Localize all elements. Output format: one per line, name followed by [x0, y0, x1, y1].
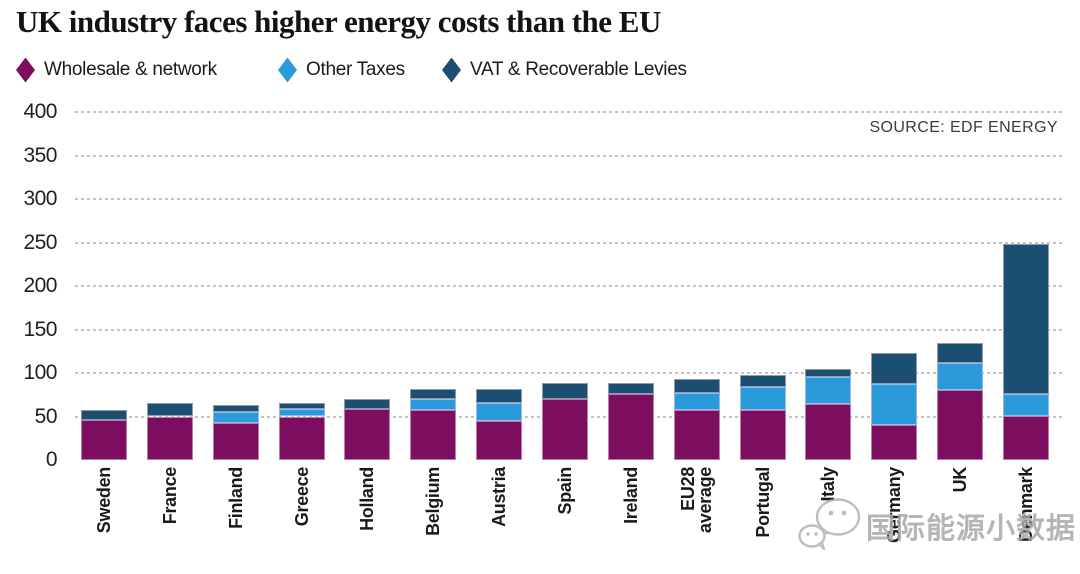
gridline-350 — [75, 154, 1062, 157]
bar-segment — [542, 399, 588, 460]
x-axis-label-greece: Greece — [291, 467, 312, 527]
bar-segment — [937, 389, 983, 460]
gridline-400 — [75, 111, 1062, 113]
y-axis-tick-250: 250 — [23, 230, 57, 254]
legend: Wholesale & network Other Taxes VAT & Re… — [0, 56, 1080, 84]
x-axis-label-portugal: Portugal — [752, 467, 773, 538]
bar-segment — [213, 422, 259, 460]
y-axis-tick-0: 0 — [45, 448, 58, 471]
gridline-200 — [75, 285, 1062, 287]
y-axis-tick-350: 350 — [23, 143, 57, 167]
watermark: 国际能源小数据 — [798, 496, 1076, 555]
source-credit: SOURCE: EDF ENERGY — [869, 119, 1058, 136]
bar-segment — [805, 404, 851, 460]
bar-segment — [279, 408, 325, 417]
gridline-150 — [75, 328, 1062, 331]
legend-label: Wholesale & network — [44, 59, 217, 80]
x-axis-label-spain: Spain — [554, 467, 575, 515]
x-axis-label-belgium: Belgium — [422, 467, 443, 536]
bar-segment — [937, 342, 983, 363]
bar-segment — [674, 409, 720, 460]
bar-segment — [608, 383, 654, 394]
x-axis-label-finland: Finland — [225, 467, 246, 529]
bar-segment — [542, 383, 588, 400]
bar-segment — [740, 374, 786, 387]
x-axis-label-austria: Austria — [488, 467, 509, 527]
y-axis-tick-150: 150 — [23, 317, 57, 341]
bar-segment — [1003, 415, 1049, 460]
diamond-icon — [278, 57, 297, 83]
bar-segment — [410, 409, 456, 460]
x-axis-label-uk: UK — [949, 467, 970, 493]
x-axis-label-holland: Holland — [356, 467, 377, 531]
legend-label: VAT & Recoverable Levies — [470, 59, 687, 80]
bar-segment — [476, 420, 522, 460]
bar-segment — [937, 362, 983, 390]
y-axis-tick-50: 50 — [34, 404, 58, 428]
legend-item-wholesale-network: Wholesale & network — [16, 56, 217, 84]
bar-segment — [805, 377, 851, 405]
x-axis-label-france: France — [159, 467, 180, 525]
bar-segment — [740, 386, 786, 410]
bar-segment — [279, 416, 325, 460]
gridline-250 — [75, 241, 1062, 244]
bar-segment — [805, 368, 851, 378]
x-axis-label-ireland: Ireland — [620, 467, 641, 524]
bar-segment — [871, 384, 917, 426]
bar-segment — [476, 388, 522, 403]
bar-segment — [740, 409, 786, 460]
y-axis-tick-300: 300 — [23, 187, 57, 210]
bar-segment — [147, 416, 193, 460]
bar-segment — [1003, 244, 1049, 394]
bar-segment — [344, 399, 390, 409]
x-axis-label-eu28-average: EU28 average — [678, 467, 715, 533]
bar-segment — [81, 419, 127, 460]
gridline-300 — [75, 198, 1062, 200]
diamond-icon — [16, 57, 35, 83]
bar-segment — [279, 403, 325, 409]
bar-segment — [1003, 393, 1049, 416]
bar-segment — [674, 379, 720, 393]
bar-segment — [871, 425, 917, 460]
bar-segment — [410, 399, 456, 410]
bar-segment — [213, 405, 259, 413]
legend-item-vat-levies: VAT & Recoverable Levies — [442, 56, 687, 84]
diamond-icon — [442, 57, 461, 83]
bar-segment — [344, 408, 390, 460]
y-axis-tick-200: 200 — [23, 274, 57, 297]
chart-title: UK industry faces higher energy costs th… — [16, 4, 661, 39]
bar-segment — [608, 393, 654, 460]
wechat-bubbles-icon — [798, 496, 862, 555]
bar-segment — [674, 393, 720, 410]
x-axis-label-sweden: Sweden — [93, 467, 114, 534]
bar-segment — [410, 388, 456, 400]
y-axis-tick-100: 100 — [23, 361, 57, 384]
y-axis-tick-400: 400 — [23, 100, 57, 123]
bar-segment — [213, 412, 259, 423]
gridline-100 — [75, 372, 1062, 374]
bar-segment — [147, 403, 193, 417]
watermark-text: 国际能源小数据 — [866, 512, 1077, 545]
legend-label: Other Taxes — [306, 59, 405, 80]
bar-segment — [476, 402, 522, 421]
bar-segment — [871, 352, 917, 385]
legend-item-other-taxes: Other Taxes — [278, 56, 405, 84]
bar-segment — [81, 409, 127, 420]
